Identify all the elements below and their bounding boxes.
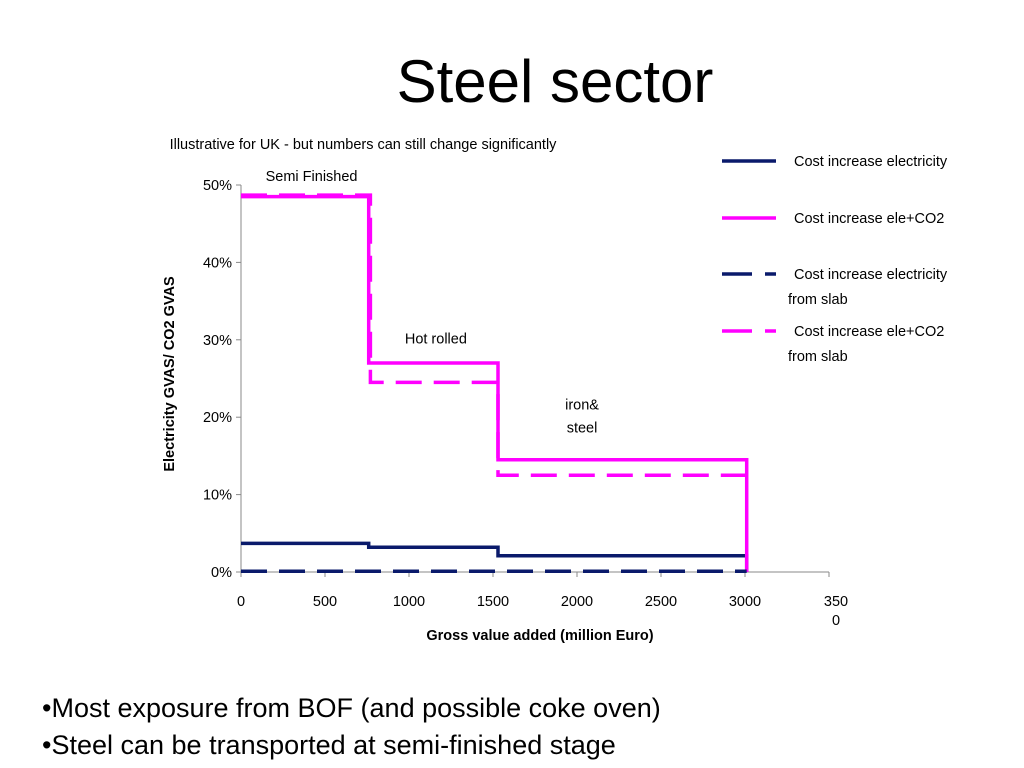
chart-title: Illustrative for UK - but numbers can st… xyxy=(170,137,558,153)
step-chart: Illustrative for UK - but numbers can st… xyxy=(162,137,948,644)
x-tick-label: 350 0 xyxy=(824,594,848,629)
axes: 0% 10% 20% 30% 40% 50% 0 500 1000 1500 2000 2500 300… xyxy=(203,178,848,629)
x-tick-label: 3000 xyxy=(729,594,761,610)
y-tick-label: 40% xyxy=(203,255,232,271)
x-tick-label: 1000 xyxy=(393,594,425,610)
series-line xyxy=(241,193,747,478)
chart-annotation: iron& xyxy=(565,397,599,413)
y-tick-label: 0% xyxy=(211,565,232,581)
bullet-list: Most exposure from BOF (and possible cok… xyxy=(42,690,661,764)
x-tick-label: 0 xyxy=(237,594,245,610)
chart-annotation: steel xyxy=(567,421,598,437)
x-tick-label: 2500 xyxy=(645,594,677,610)
y-axis-label: Electricity GVAS/ CO2 GVAS xyxy=(162,276,178,472)
x-tick-label: 500 xyxy=(313,594,337,610)
bullet-item: Steel can be transported at semi-finishe… xyxy=(42,727,661,764)
legend-label: from slab xyxy=(788,349,848,365)
series-layer xyxy=(241,193,749,573)
legend-label: Cost increase electricity xyxy=(794,267,948,283)
series-line xyxy=(241,541,749,572)
y-tick-label: 30% xyxy=(203,333,232,349)
legend-label: Cost increase electricity xyxy=(794,154,948,170)
legend-label: Cost increase ele+CO2 xyxy=(794,211,944,227)
y-tick-label: 10% xyxy=(203,488,232,504)
chart-annotation: Hot rolled xyxy=(405,332,467,348)
legend-label: from slab xyxy=(788,292,848,308)
chart-annotation: Semi Finished xyxy=(266,169,358,185)
annotations: Semi Finished Hot rolled iron&steel xyxy=(266,169,600,437)
legend-label: Cost increase ele+CO2 xyxy=(794,324,944,340)
bullet-item: Most exposure from BOF (and possible cok… xyxy=(42,690,660,727)
series-line xyxy=(241,194,749,572)
x-tick-label: 1500 xyxy=(477,594,509,610)
legend: Cost increase electricity Cost increase e… xyxy=(722,154,948,365)
y-tick-label: 20% xyxy=(203,410,232,426)
x-axis-label: Gross value added (million Euro) xyxy=(426,628,653,644)
y-tick-label: 50% xyxy=(203,178,232,194)
x-tick-label: 2000 xyxy=(561,594,593,610)
slide-title: Steel sector xyxy=(396,48,714,115)
